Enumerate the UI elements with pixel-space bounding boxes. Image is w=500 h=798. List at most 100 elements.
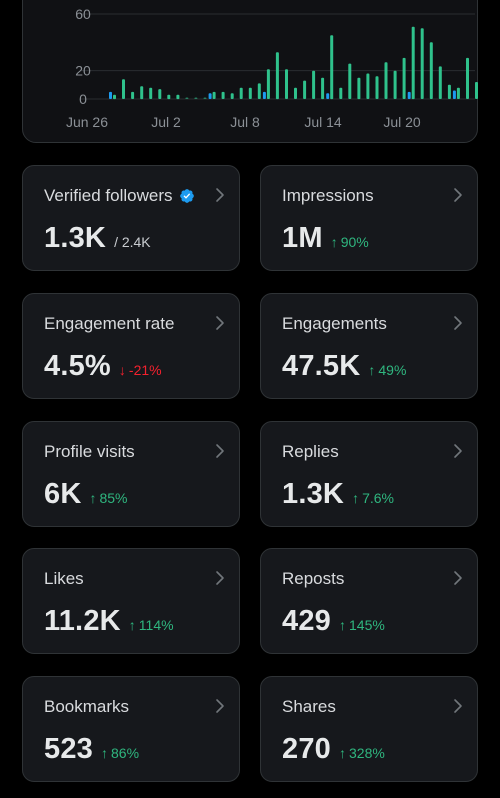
metric-card-profile-visits[interactable]: Profile visits 6K ↑ 85% [22,421,240,527]
metric-total: / 2.4K [114,234,151,250]
metric-card-replies[interactable]: Replies 1.3K ↑ 7.6% [260,421,478,527]
bar-primary [438,66,442,99]
bar-primary [330,35,334,100]
metric-card-reposts[interactable]: Reposts 429 ↑ 145% [260,548,478,654]
arrow-down-icon: ↓ [118,362,126,378]
metric-title: Profile visits [44,442,135,462]
y-tick-label: 0 [79,91,87,107]
metric-title: Verified followers [44,186,195,206]
metric-value: 1.3K [44,222,107,254]
metric-title: Shares [282,697,336,717]
metric-delta: ↑ 7.6% [352,490,394,506]
metric-delta-value: 7.6% [362,490,394,506]
bar-primary [456,87,460,99]
metric-delta-value: 86% [111,745,140,761]
bar-primary [149,87,153,99]
bar-primary [321,77,325,100]
chevron-right-icon[interactable] [213,315,227,331]
metric-value: 4.5% [44,350,111,382]
bar-primary [366,73,370,99]
metric-title: Replies [282,442,339,462]
metric-value: 1.3K [282,478,345,510]
metric-title-text: Reposts [282,569,345,588]
bar-primary [393,70,397,99]
bar-secondary [109,91,112,99]
bar-primary [275,52,279,100]
arrow-up-icon: ↑ [330,234,338,250]
bar-primary [411,26,415,100]
metric-title: Bookmarks [44,697,129,717]
x-tick-label: Jul 14 [304,114,342,130]
arrow-up-icon: ↑ [339,617,346,633]
metric-delta: ↑ 114% [129,617,174,633]
metric-delta-value: 114% [138,617,174,633]
metric-card-engagements[interactable]: Engagements 47.5K ↑ 49% [260,293,478,399]
bar-primary [402,57,406,99]
chevron-right-icon[interactable] [213,570,227,586]
chevron-right-icon[interactable] [451,187,465,203]
chevron-right-icon[interactable] [213,443,227,459]
metric-title-text: Engagement rate [44,314,175,333]
bar-primary [294,87,297,99]
metric-value-row: 11.2K ↑ 114% [44,605,174,638]
metric-value-row: 270 ↑ 328% [282,733,385,766]
metric-delta: ↑ 90% [331,234,369,250]
x-tick-label: Jun 26 [66,114,108,130]
metric-delta: ↑ 328% [339,745,385,761]
metric-card-impressions[interactable]: Impressions 1M ↑ 90% [260,165,478,271]
metric-title-text: Bookmarks [44,697,130,716]
arrow-up-icon: ↑ [339,745,346,761]
bar-primary [248,87,252,99]
metric-card-verified-followers[interactable]: Verified followers 1.3K / 2.4K [22,165,240,271]
bar-primary [230,93,234,99]
arrow-up-icon: ↑ [368,362,376,378]
bar-secondary [407,91,411,99]
metric-value: 1M [282,222,323,254]
metric-delta-value: 145% [349,617,385,633]
chevron-right-icon[interactable] [451,698,465,714]
metric-title: Likes [44,569,84,589]
bar-primary [176,94,180,100]
bar-primary [239,87,243,99]
metric-delta: ↑ 49% [368,362,406,378]
bar-primary [312,70,316,99]
chevron-right-icon[interactable] [451,443,465,459]
bar-primary [384,62,388,99]
bar-primary [266,69,270,99]
chevron-right-icon[interactable] [451,315,465,331]
metric-card-bookmarks[interactable]: Bookmarks 523 ↑ 86% [22,676,240,782]
arrow-up-icon: ↑ [101,745,108,761]
metric-title-text: Replies [282,442,339,461]
metric-title-text: Impressions [282,186,374,205]
metric-value: 523 [44,733,93,765]
y-tick-label: 20 [75,63,91,79]
metric-card-engagement-rate[interactable]: Engagement rate 4.5% ↓ -21% [22,293,240,399]
bar-primary [140,86,144,100]
bar-primary [475,82,478,99]
arrow-up-icon: ↑ [352,490,360,506]
chevron-right-icon[interactable] [213,698,227,714]
bar-primary [420,28,424,100]
metric-value: 429 [282,605,331,637]
metric-card-shares[interactable]: Shares 270 ↑ 328% [260,676,478,782]
bar-secondary [262,91,266,99]
verified-badge-icon [179,189,194,203]
bar-primary [285,69,288,99]
metric-value-row: 429 ↑ 145% [282,605,385,638]
chevron-right-icon[interactable] [451,570,465,586]
chevron-right-icon[interactable] [213,187,227,203]
bar-primary [185,97,189,99]
y-tick-label: 60 [75,6,91,22]
metric-delta-value: 90% [340,234,369,250]
bar-primary [131,91,135,99]
bar-secondary [326,93,330,99]
metric-delta-value: -21% [128,362,162,378]
metric-title: Engagement rate [44,314,174,334]
metric-title: Impressions [282,186,374,206]
metric-delta: ↓ -21% [119,362,162,378]
metric-delta: ↑ 86% [101,745,139,761]
metric-value: 11.2K [44,605,121,637]
metric-value-row: 523 ↑ 86% [44,733,139,766]
bar-primary [122,79,125,99]
metric-card-likes[interactable]: Likes 11.2K ↑ 114% [22,548,240,654]
